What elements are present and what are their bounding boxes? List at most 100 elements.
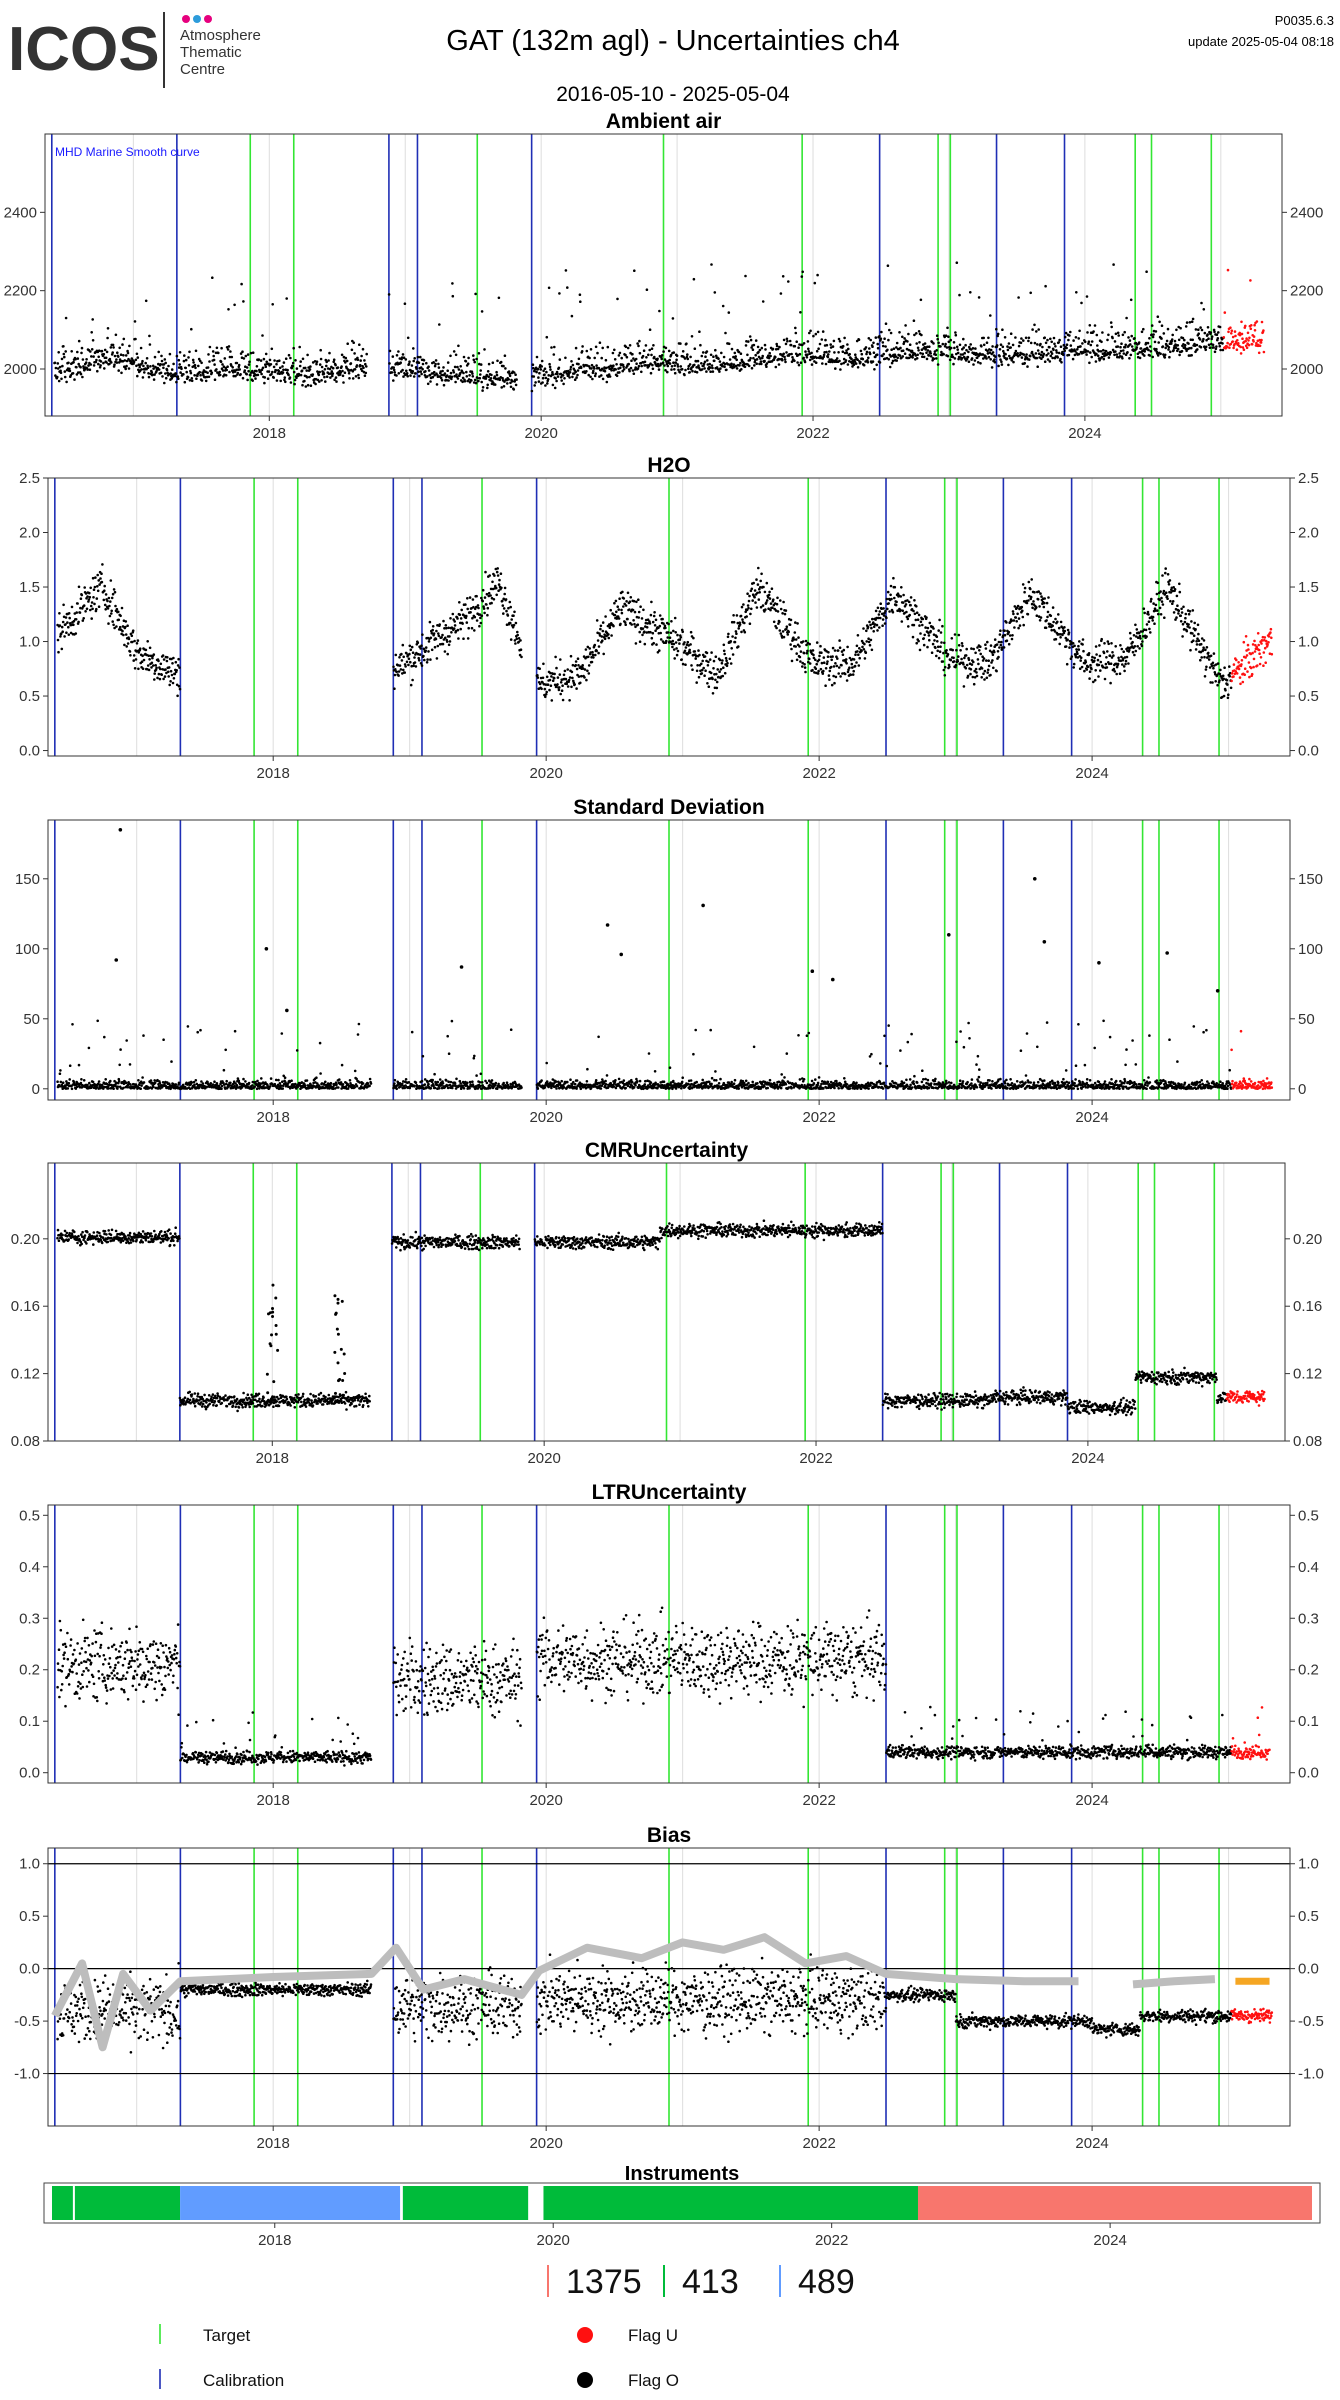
spike-point <box>334 1312 338 1316</box>
spike-point <box>266 1391 270 1395</box>
spike-point <box>339 1347 343 1351</box>
y-tick-label: -0.5 <box>14 2013 40 2030</box>
y-tick-label: 2200 <box>4 283 37 300</box>
y-tick-label: 0.0 <box>1298 1765 1319 1782</box>
y-tick-label: 0.5 <box>19 688 40 705</box>
spike-point <box>265 1372 269 1376</box>
spike-point <box>270 1333 274 1337</box>
y-tick-label: 0.12 <box>1293 1366 1322 1383</box>
instrument-count: 1375 <box>566 2263 642 2301</box>
y-tick-label: 0.16 <box>11 1298 40 1315</box>
update-stamp: update 2025-05-04 08:18 <box>1188 34 1334 49</box>
spike-point <box>272 1380 276 1384</box>
x-tick-label: 2020 <box>524 425 557 442</box>
x-tick-label: 2022 <box>802 1792 835 1809</box>
instrument-divider <box>72 2186 75 2220</box>
y-tick-label: 2000 <box>4 361 37 378</box>
y-tick-label: 2.5 <box>19 470 40 487</box>
spike-point <box>343 1372 347 1376</box>
panel-title: Standard Deviation <box>573 796 764 819</box>
page-title: GAT (132m agl) - Uncertainties ch4 <box>446 25 899 57</box>
x-tick-label: 2024 <box>1075 2135 1108 2152</box>
y-tick-label: 2400 <box>1290 204 1323 221</box>
y-tick-label: 1.5 <box>1298 579 1319 596</box>
outlier-point <box>1097 961 1101 965</box>
x-tick-label: 2018 <box>257 1109 290 1126</box>
date-range: 2016-05-10 - 2025-05-04 <box>556 83 790 106</box>
outlier-point <box>1165 951 1169 955</box>
spike-point <box>333 1391 337 1395</box>
y-tick-label: 0.5 <box>1298 1908 1319 1925</box>
flag-u-points <box>1225 1389 1266 1407</box>
spike-point <box>272 1395 276 1399</box>
outlier-point <box>619 952 624 957</box>
logo-sub-line: Centre <box>180 61 225 78</box>
legend-label: Target <box>203 2326 251 2345</box>
panel-annotation: MHD Marine Smooth curve <box>55 145 200 159</box>
x-tick-label: 2022 <box>802 1109 835 1126</box>
panel-title: Bias <box>647 1824 691 1847</box>
outlier-point <box>701 903 705 908</box>
y-tick-label: 0.08 <box>11 1433 40 1450</box>
x-tick-label: 2024 <box>1075 1109 1108 1126</box>
legend-label: Flag O <box>628 2371 679 2390</box>
x-tick-label: 2018 <box>258 2232 291 2249</box>
flag-o-points <box>56 1019 1233 1091</box>
plot-frame <box>47 1162 1286 1442</box>
plot-content <box>48 1848 1290 2126</box>
x-tick-label: 2020 <box>527 1450 560 1467</box>
x-tick-label: 2022 <box>799 1450 832 1467</box>
y-tick-label: 0.20 <box>11 1231 40 1248</box>
x-tick-label: 2018 <box>257 765 290 782</box>
y-tick-label: 1.0 <box>19 634 40 651</box>
spike-point <box>271 1306 275 1310</box>
flag-u-points <box>1230 1029 1274 1091</box>
logo-dot <box>193 15 201 23</box>
y-tick-label: 0.2 <box>1298 1662 1319 1679</box>
y-tick-label: 50 <box>23 1011 40 1028</box>
outlier-point <box>1215 989 1220 993</box>
smooth-curve <box>51 1933 1079 2052</box>
panel-title: CMRUncertainty <box>585 1139 749 1162</box>
legend-swatch-dot <box>577 2372 593 2388</box>
y-tick-label: 0.08 <box>1293 1433 1322 1450</box>
x-tick-label: 2022 <box>796 425 829 442</box>
x-tick-label: 2022 <box>802 2135 835 2152</box>
x-tick-label: 2018 <box>253 425 286 442</box>
x-tick-label: 2018 <box>257 2135 290 2152</box>
outlier-point <box>118 828 123 832</box>
spike-point <box>337 1379 341 1383</box>
y-tick-label: 1.0 <box>1298 634 1319 651</box>
panel-bias: Bias -1.0 -1.0 -0.5 -0.5 0.0 0.0 0.5 0.5 1.0 1.0 20… <box>14 1824 1324 2152</box>
spike-point <box>336 1297 340 1301</box>
spike-point <box>336 1361 340 1365</box>
plot-content <box>54 820 1274 1100</box>
y-tick-label: 0.0 <box>19 1765 40 1782</box>
logo-dot <box>182 15 190 23</box>
x-tick-label: 2020 <box>529 1792 562 1809</box>
y-tick-label: 0.20 <box>1293 1231 1322 1248</box>
plot-frame <box>47 1847 1291 2127</box>
y-tick-label: 2000 <box>1290 361 1323 378</box>
flag-u-points <box>1230 2007 1274 2025</box>
y-tick-label: 2200 <box>1290 283 1323 300</box>
legend-label: Calibration <box>203 2371 284 2390</box>
spike-point <box>336 1301 340 1305</box>
instrument-count: 413 <box>682 2263 739 2301</box>
instruments-panel: Instruments 2018 2020 2022 2024 1375 413 489 <box>43 2163 1321 2301</box>
x-tick-label: 2020 <box>529 1109 562 1126</box>
logo-sub-line: Thematic <box>180 44 242 61</box>
spike-point <box>276 1348 280 1352</box>
panel-cmr: CMRUncertainty 0.08 0.08 0.12 0.12 0.16 0.16 0.… <box>11 1139 1322 1467</box>
y-tick-label: 0 <box>32 1081 40 1098</box>
spike-point <box>342 1352 346 1356</box>
outlier-point <box>946 933 951 937</box>
legend-label: Flag U <box>628 2326 678 2345</box>
instrument-segment <box>917 2186 1312 2220</box>
y-tick-label: 150 <box>15 871 40 888</box>
outlier-point <box>810 969 815 973</box>
y-tick-label: 0.4 <box>19 1559 40 1576</box>
outlier-point <box>114 958 119 962</box>
outlier-point <box>285 1008 289 1013</box>
y-tick-label: 1.5 <box>19 579 40 596</box>
